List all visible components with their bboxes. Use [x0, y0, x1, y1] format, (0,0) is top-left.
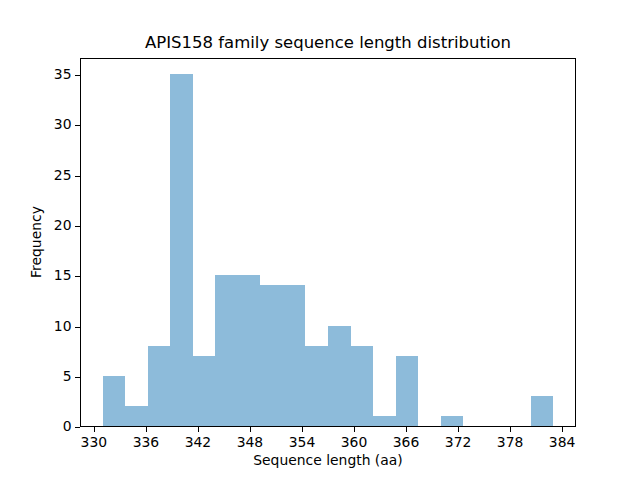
x-tick-label: 336	[133, 436, 160, 450]
x-tick-label: 330	[81, 436, 108, 450]
histogram-bar	[351, 346, 374, 426]
plot-area	[80, 58, 576, 428]
y-tick-label: 5	[32, 370, 72, 384]
y-tick-mark	[75, 75, 80, 76]
x-axis-label: Sequence length (aa)	[253, 452, 403, 468]
x-tick-mark	[94, 427, 95, 432]
histogram-bar	[283, 285, 306, 426]
x-tick-mark	[458, 427, 459, 432]
y-tick-label: 0	[32, 420, 72, 434]
histogram-bar	[531, 396, 554, 426]
histogram-bar	[373, 416, 396, 426]
y-tick-mark	[75, 327, 80, 328]
y-tick-label: 10	[32, 320, 72, 334]
chart-title: APIS158 family sequence length distribut…	[145, 33, 511, 52]
x-tick-mark	[146, 427, 147, 432]
x-tick-label: 372	[445, 436, 472, 450]
x-tick-mark	[406, 427, 407, 432]
histogram-bar	[260, 285, 283, 426]
x-tick-label: 342	[185, 436, 212, 450]
y-tick-mark	[75, 377, 80, 378]
y-tick-mark	[75, 427, 80, 428]
histogram-bar	[238, 275, 261, 426]
y-tick-label: 25	[32, 169, 72, 183]
figure: APIS158 family sequence length distribut…	[0, 0, 640, 480]
y-tick-label: 35	[32, 68, 72, 82]
x-tick-mark	[562, 427, 563, 432]
x-tick-mark	[510, 427, 511, 432]
histogram-bar	[103, 376, 126, 426]
x-tick-mark	[250, 427, 251, 432]
histogram-bar	[396, 356, 419, 426]
x-tick-label: 384	[549, 436, 576, 450]
y-tick-label: 15	[32, 269, 72, 283]
histogram-bar	[215, 275, 238, 426]
y-tick-label: 20	[32, 219, 72, 233]
y-tick-mark	[75, 276, 80, 277]
histogram-bar	[441, 416, 464, 426]
histogram-bar	[328, 326, 351, 427]
histogram-bar	[193, 356, 216, 426]
y-tick-mark	[75, 226, 80, 227]
x-tick-label: 348	[237, 436, 264, 450]
x-tick-mark	[302, 427, 303, 432]
histogram-bar	[305, 346, 328, 426]
y-axis-label: Frequency	[28, 206, 44, 278]
x-tick-label: 378	[497, 436, 524, 450]
histogram-bar	[170, 74, 193, 426]
y-tick-mark	[75, 176, 80, 177]
histogram-bar	[125, 406, 148, 426]
histogram-bar	[148, 346, 171, 426]
y-tick-mark	[75, 125, 80, 126]
x-tick-label: 354	[289, 436, 316, 450]
x-tick-label: 366	[393, 436, 420, 450]
y-tick-label: 30	[32, 119, 72, 133]
x-tick-label: 360	[341, 436, 368, 450]
x-tick-mark	[354, 427, 355, 432]
x-tick-mark	[198, 427, 199, 432]
